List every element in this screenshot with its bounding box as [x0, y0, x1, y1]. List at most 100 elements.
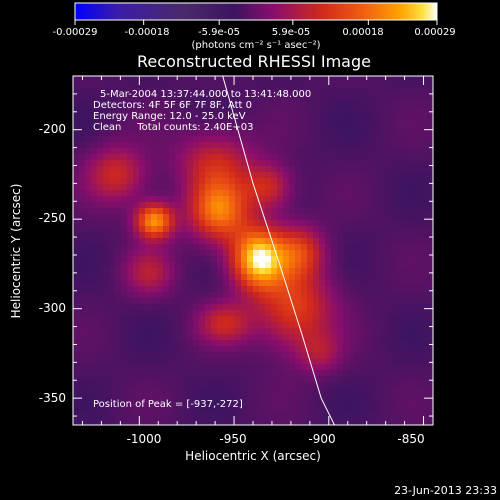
heatmap-cell [391, 94, 398, 101]
heatmap-cell [397, 142, 404, 149]
heatmap-cell [391, 220, 398, 227]
heatmap-cell [163, 256, 170, 263]
heatmap-cell [199, 232, 206, 239]
heatmap-cell [205, 316, 212, 323]
heatmap-cell [289, 202, 296, 209]
heatmap-cell [199, 136, 206, 143]
heatmap-cell [265, 154, 272, 161]
heatmap-cell [319, 340, 326, 347]
heatmap-cell [91, 238, 98, 245]
heatmap-cell [391, 370, 398, 377]
heatmap-cell [337, 322, 344, 329]
heatmap-cell [151, 280, 158, 287]
heatmap-cell [313, 148, 320, 155]
heatmap-cell [403, 394, 410, 401]
heatmap-cell [235, 112, 242, 119]
heatmap-cell [85, 124, 92, 131]
heatmap-cell [379, 280, 386, 287]
heatmap-cell [247, 262, 254, 269]
heatmap-cell [229, 208, 236, 215]
heatmap-cell [127, 82, 134, 89]
heatmap-cell [151, 148, 158, 155]
heatmap-cell [343, 226, 350, 233]
heatmap-cell [277, 418, 284, 425]
heatmap-cell [145, 268, 152, 275]
heatmap-cell [313, 394, 320, 401]
heatmap-cell [337, 298, 344, 305]
heatmap-cell [205, 130, 212, 137]
heatmap-cell [247, 304, 254, 311]
heatmap-cell [229, 406, 236, 413]
heatmap-cell [109, 124, 116, 131]
heatmap-cell [391, 130, 398, 137]
heatmap-cell [337, 286, 344, 293]
heatmap-cell [133, 178, 140, 185]
heatmap-cell [91, 106, 98, 113]
heatmap-cell [391, 172, 398, 179]
heatmap-cell [301, 382, 308, 389]
heatmap-cell [259, 220, 266, 227]
heatmap-cell [175, 154, 182, 161]
heatmap-cell [343, 346, 350, 353]
heatmap-cell [295, 160, 302, 167]
heatmap-cell [91, 256, 98, 263]
heatmap-cell [199, 142, 206, 149]
heatmap-cell [175, 286, 182, 293]
heatmap-cell [337, 166, 344, 173]
heatmap-cell [157, 82, 164, 89]
heatmap-cell [145, 106, 152, 113]
heatmap-cell [367, 334, 374, 341]
heatmap-cell [367, 394, 374, 401]
heatmap-cell [163, 196, 170, 203]
heatmap-cell [145, 118, 152, 125]
heatmap-cell [343, 160, 350, 167]
heatmap-cell [139, 400, 146, 407]
heatmap-cell [223, 274, 230, 281]
heatmap-cell [163, 220, 170, 227]
heatmap-cell [151, 388, 158, 395]
heatmap-cell [109, 310, 116, 317]
heatmap-cell [85, 172, 92, 179]
heatmap-cell [313, 196, 320, 203]
heatmap-cell [145, 94, 152, 101]
heatmap-cell [163, 358, 170, 365]
heatmap-cell [349, 274, 356, 281]
heatmap-cell [349, 286, 356, 293]
heatmap-cell [175, 256, 182, 263]
heatmap-cell [133, 346, 140, 353]
heatmap-cell [127, 214, 134, 221]
heatmap-cell [133, 268, 140, 275]
heatmap-cell [361, 76, 368, 83]
heatmap-cell [259, 400, 266, 407]
heatmap-cell [199, 196, 206, 203]
heatmap-cell [271, 220, 278, 227]
heatmap-cell [385, 418, 392, 425]
heatmap-cell [109, 262, 116, 269]
heatmap-cell [235, 226, 242, 233]
heatmap-cell [157, 364, 164, 371]
heatmap-cell [331, 370, 338, 377]
heatmap-cell [127, 160, 134, 167]
heatmap-cell [331, 382, 338, 389]
heatmap-cell [139, 220, 146, 227]
heatmap-cell [127, 196, 134, 203]
heatmap-cell [217, 232, 224, 239]
heatmap-cell [229, 370, 236, 377]
heatmap-cell [247, 160, 254, 167]
heatmap-cell [289, 316, 296, 323]
heatmap-cell [79, 394, 86, 401]
heatmap-cell [109, 226, 116, 233]
heatmap-cell [115, 148, 122, 155]
heatmap-cell [361, 100, 368, 107]
heatmap-cell [109, 328, 116, 335]
heatmap-cell [259, 322, 266, 329]
heatmap-cell [409, 394, 416, 401]
heatmap-cell [409, 244, 416, 251]
heatmap-cell [259, 388, 266, 395]
heatmap-cell [133, 382, 140, 389]
heatmap-cell [85, 352, 92, 359]
heatmap-cell [97, 244, 104, 251]
heatmap-cell [247, 400, 254, 407]
heatmap-cell [109, 238, 116, 245]
heatmap-cell [289, 298, 296, 305]
